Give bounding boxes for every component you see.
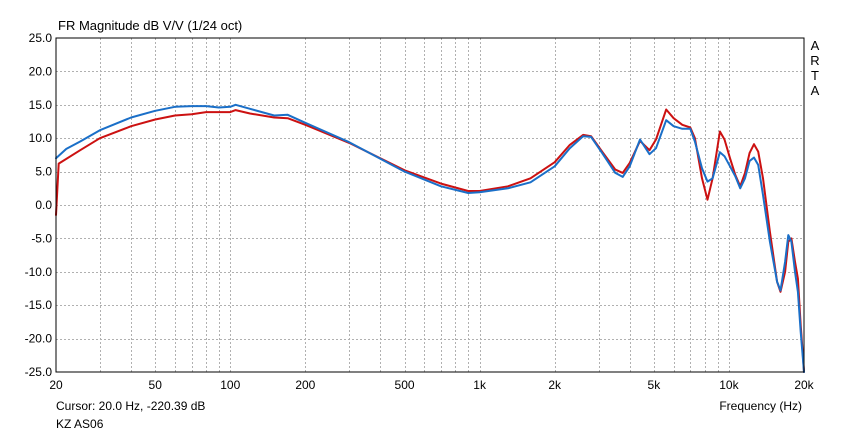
x-tick-label: 2k: [548, 378, 562, 392]
arta-watermark: A R T A: [809, 38, 821, 98]
x-tick-label: 10k: [719, 378, 739, 392]
blue-series-line: [55, 103, 805, 373]
arta-letter: A: [810, 83, 820, 98]
y-tick-label: 10.0: [29, 131, 53, 145]
arta-letter: T: [811, 68, 819, 83]
red-series-line: [55, 108, 805, 373]
x-tick-label: 500: [395, 378, 415, 392]
device-name: KZ AS06: [56, 417, 104, 431]
arta-letter: R: [810, 53, 820, 68]
y-tick-label: 25.0: [29, 31, 53, 45]
x-tick-label: 20: [49, 378, 63, 392]
chart-series: [55, 103, 805, 373]
x-axis-label: Frequency (Hz): [719, 399, 802, 413]
y-tick-label: -5.0: [31, 231, 52, 245]
y-tick-label: 15.0: [29, 98, 53, 112]
y-tick-label: -15.0: [25, 298, 53, 312]
arta-letter: A: [810, 38, 820, 53]
x-tick-label: 5k: [648, 378, 662, 392]
x-tick-label: 50: [149, 378, 163, 392]
y-tick-label: 0.0: [35, 198, 52, 212]
y-tick-label: 5.0: [35, 165, 52, 179]
cursor-readout: Cursor: 20.0 Hz, -220.39 dB: [56, 399, 206, 413]
plot-frame: [55, 37, 805, 373]
x-tick-label: 1k: [473, 378, 487, 392]
y-tick-label: -20.0: [25, 332, 53, 346]
y-tick-label: -25.0: [25, 365, 53, 379]
chart-title: FR Magnitude dB V/V (1/24 oct): [58, 18, 243, 33]
y-tick-label: 20.0: [29, 64, 53, 78]
x-tick-label: 200: [295, 378, 315, 392]
chart-ticks: 25.0 20.0 15.0 10.0 5.0 0.0 -5.0 -10.0 -15.0 -20.…: [25, 31, 815, 392]
chart-grid: [56, 38, 804, 372]
x-tick-label: 20k: [794, 378, 814, 392]
y-tick-label: -10.0: [25, 265, 53, 279]
x-tick-label: 100: [220, 378, 240, 392]
